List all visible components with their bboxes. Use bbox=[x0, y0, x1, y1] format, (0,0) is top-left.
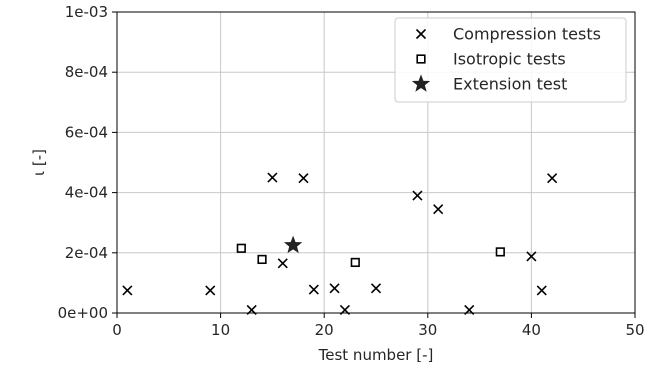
compression-point bbox=[433, 204, 444, 215]
axis-ticks: 0 10 20 30 40 50 0e+00 2e-04 4e-04 6e-04 8e-04 1e-0… bbox=[58, 3, 645, 339]
x-tick-label: 50 bbox=[625, 321, 644, 339]
legend-compression-marker-icon bbox=[415, 28, 427, 40]
compression-point-stroke bbox=[308, 284, 319, 295]
isotropic-point bbox=[236, 243, 246, 253]
y-tick-label: 2e-04 bbox=[65, 244, 108, 262]
legend-box bbox=[394, 17, 627, 103]
compression-point bbox=[536, 285, 547, 296]
compression-point-stroke bbox=[267, 172, 278, 183]
legend-compression-marker-icon-stroke bbox=[415, 28, 427, 40]
data-markers bbox=[122, 172, 558, 316]
x-tick-label: 20 bbox=[315, 321, 334, 339]
compression-point-stroke bbox=[370, 283, 382, 294]
compression-point-stroke bbox=[277, 258, 288, 269]
extension-point bbox=[283, 235, 303, 254]
compression-point bbox=[370, 283, 382, 294]
isotropic-point bbox=[495, 247, 505, 257]
compression-point bbox=[205, 285, 216, 296]
legend-isotropic-marker-icon bbox=[416, 54, 426, 64]
x-tick-label: 0 bbox=[112, 321, 122, 339]
y-tick-label: 8e-04 bbox=[65, 63, 108, 81]
compression-point-stroke bbox=[547, 173, 558, 184]
compression-point bbox=[547, 173, 558, 184]
compression-point-stroke bbox=[205, 285, 216, 296]
compression-point-stroke bbox=[329, 283, 340, 294]
compression-point-stroke bbox=[298, 173, 309, 184]
x-tick-label: 40 bbox=[522, 321, 541, 339]
compression-point-stroke bbox=[536, 285, 547, 296]
isotropic-point bbox=[257, 254, 267, 265]
y-tick-label: 6e-04 bbox=[65, 123, 108, 141]
x-tick-label: 30 bbox=[418, 321, 437, 339]
compression-point bbox=[122, 285, 133, 296]
legend-isotropic-label: Isotropic tests bbox=[453, 50, 566, 69]
plot-frame bbox=[116, 11, 636, 314]
legend-compression-label: Compression tests bbox=[453, 25, 601, 44]
compression-point bbox=[329, 283, 340, 294]
compression-point bbox=[277, 258, 288, 269]
y-tick-label: 1e-03 bbox=[65, 3, 108, 21]
x-tick-label: 10 bbox=[211, 321, 230, 339]
compression-point bbox=[412, 190, 423, 201]
x-axis-label: Test number [-] bbox=[318, 346, 434, 364]
legend-extension-label: Extension test bbox=[453, 75, 567, 94]
compression-point-stroke bbox=[412, 190, 423, 201]
compression-point bbox=[526, 251, 537, 262]
compression-point-stroke bbox=[122, 285, 133, 296]
isotropic-point bbox=[350, 257, 360, 268]
compression-point-stroke bbox=[526, 251, 537, 262]
compression-point bbox=[298, 173, 309, 184]
compression-point bbox=[267, 172, 278, 183]
y-axis-label: ι [-] bbox=[30, 149, 48, 176]
compression-point-stroke bbox=[433, 204, 444, 215]
compression-point bbox=[308, 284, 319, 295]
legend: Compression tests Isotropic tests Extensio… bbox=[394, 17, 627, 103]
y-tick-label: 0e+00 bbox=[58, 304, 108, 322]
y-tick-label: 4e-04 bbox=[65, 184, 108, 202]
legend-extension-marker-icon bbox=[411, 74, 431, 92]
